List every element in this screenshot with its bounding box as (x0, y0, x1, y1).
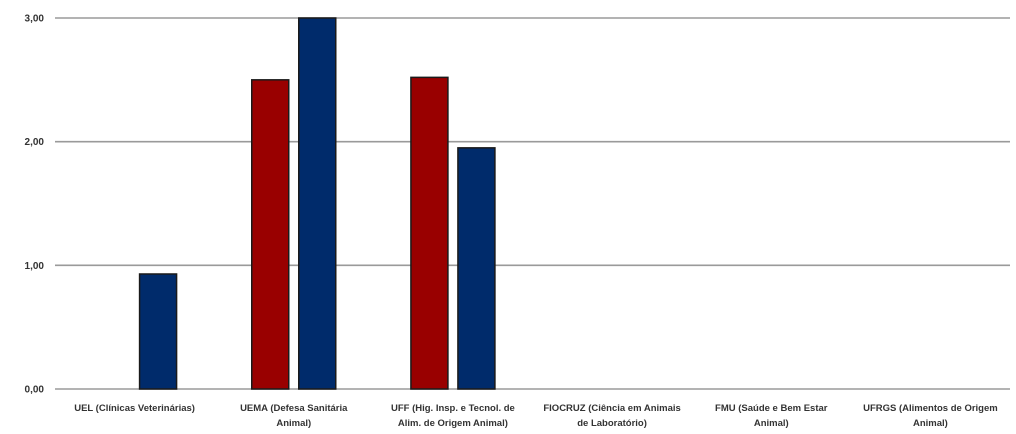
category-label: FIOCRUZ (Ciência em Animais de Laboratóri… (543, 403, 680, 429)
bars (138, 17, 496, 390)
y-axis-tick-labels: 0,00 1,00 2,00 3,00 (25, 14, 45, 396)
category-label: UEL (Clínicas Veterinárias) (74, 403, 195, 414)
bar (298, 17, 337, 390)
category-label: UFRGS (Alimentos de Origem Animal) (863, 403, 998, 429)
y-tick-label: 3,00 (25, 14, 45, 25)
category-label: FMU (Saúde e Bem Estar Animal) (715, 403, 828, 429)
category-label: UFF (Hig. Insp. e Tecnol. de Alim. de Ori… (391, 403, 515, 429)
category-label: UEMA (Defesa Sanitária Animal) (240, 403, 348, 429)
bar (138, 273, 178, 390)
bar (457, 147, 496, 390)
gridlines (55, 17, 1010, 390)
x-axis-category-labels: UEL (Clínicas Veterinárias) UEMA (Defesa … (74, 403, 998, 429)
bar (410, 76, 449, 390)
y-tick-label: 0,00 (25, 385, 45, 396)
y-tick-label: 2,00 (25, 137, 45, 148)
y-tick-label: 1,00 (25, 261, 45, 272)
bar (251, 79, 290, 390)
